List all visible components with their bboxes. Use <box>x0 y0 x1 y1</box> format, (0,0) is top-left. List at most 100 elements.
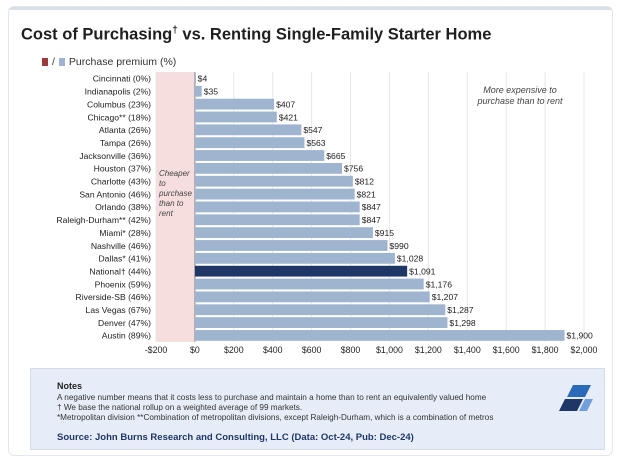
bar-value-label: $421 <box>279 112 298 122</box>
x-tick-label: -$200 <box>145 345 168 355</box>
bar <box>194 240 388 251</box>
bar-value-label: $1,207 <box>432 292 459 302</box>
x-tick-label: $800 <box>341 345 361 355</box>
x-tick-label: $2,000 <box>571 345 598 355</box>
category-label: Cincinnati (0%) <box>93 74 151 84</box>
bar <box>194 188 355 200</box>
category-label: Nashville (46%) <box>91 241 151 251</box>
negative-region-band <box>156 72 195 342</box>
notes-box: Notes A negative number means that it co… <box>30 368 605 450</box>
x-tick-label: $1,000 <box>376 345 403 355</box>
bar <box>194 330 565 341</box>
bar-value-label: $1,176 <box>426 279 453 289</box>
bar-value-label: $665 <box>326 151 345 161</box>
legend-swatch-negative <box>42 58 48 66</box>
card-top-bar <box>9 7 612 10</box>
notes-line-3: *Metropolitan division **Combination of … <box>57 413 494 422</box>
bar-value-label: $1,091 <box>409 266 436 276</box>
legend-separator: / <box>52 56 55 68</box>
category-label: Tampa (26%) <box>100 138 151 148</box>
negative-region-annotation: Cheaper <box>159 169 190 178</box>
category-label: San Antonio (46%) <box>79 189 151 199</box>
bar-value-label: $821 <box>357 189 376 199</box>
x-tick-label: $0 <box>190 345 200 355</box>
x-tick-label: $1,200 <box>415 345 442 355</box>
positive-region-annotation: More expensive to <box>483 85 557 95</box>
category-label: Columbus (23%) <box>87 99 151 109</box>
x-tick-label: $200 <box>224 345 244 355</box>
legend-swatch-positive <box>58 58 65 66</box>
title-main: Cost of Purchasing <box>21 25 173 44</box>
negative-region-annotation: to <box>159 179 166 188</box>
bar-value-label: $847 <box>362 215 381 225</box>
category-label: Raleigh-Durham** (42%) <box>56 215 151 225</box>
bar <box>194 265 408 277</box>
notes-line-2: † We base the national rollup on a weigh… <box>57 403 303 412</box>
chart-title: Cost of Purchasing† vs. Renting Single-F… <box>21 25 491 45</box>
bar <box>194 227 373 239</box>
x-tick-label: $600 <box>302 345 322 355</box>
x-tick-label: $1,800 <box>532 345 559 355</box>
category-label: Chicago** (18%) <box>87 112 151 122</box>
category-label: Orlando (38%) <box>95 202 151 212</box>
category-label: Riverside-SB (46%) <box>76 292 152 302</box>
bar <box>194 252 395 264</box>
bar <box>194 124 302 136</box>
category-label: Jacksonville (36%) <box>79 151 151 161</box>
bar <box>194 98 275 110</box>
category-label: Atlanta (26%) <box>99 125 151 135</box>
bar-value-label: $756 <box>344 164 363 174</box>
bar <box>194 304 446 316</box>
bar <box>194 162 342 174</box>
bar <box>194 111 277 123</box>
title-rest: vs. Renting Single-Family Starter Home <box>177 25 492 44</box>
bar-value-label: $847 <box>362 202 381 212</box>
bar <box>194 150 325 161</box>
category-label: Dallas* (41%) <box>98 254 151 264</box>
bar-value-label: $915 <box>375 228 394 238</box>
notes-heading: Notes <box>57 381 83 391</box>
bar <box>194 278 424 290</box>
bar-value-label: $990 <box>390 241 409 251</box>
bar <box>194 85 202 97</box>
category-label: Charlotte (43%) <box>91 177 151 187</box>
negative-region-annotation: than to <box>159 199 184 208</box>
bar <box>194 291 430 303</box>
category-label: Miami* (28%) <box>99 228 151 238</box>
bar-value-label: $547 <box>303 125 322 135</box>
legend: / Purchase premium (%) <box>42 56 176 68</box>
category-label: Austin (89%) <box>102 331 151 341</box>
title-dagger: † <box>172 25 178 36</box>
category-label: Denver (47%) <box>98 318 151 328</box>
category-label: Phoenix (59%) <box>95 279 152 289</box>
bar-value-label: $812 <box>355 177 374 187</box>
bar-value-label: $1,900 <box>567 331 594 341</box>
notes-line-1: A negative number means that it costs le… <box>57 393 487 402</box>
bar-value-label: $1,298 <box>449 318 476 328</box>
x-tick-label: $1,600 <box>493 345 520 355</box>
bar <box>194 317 448 328</box>
x-tick-label: $400 <box>263 345 283 355</box>
bar-value-label: $563 <box>306 138 325 148</box>
category-label: Las Vegas (67%) <box>86 305 152 315</box>
bar-value-label: $35 <box>204 87 219 97</box>
positive-region-annotation: purchase than to rent <box>476 96 563 106</box>
bar <box>194 201 360 213</box>
bar <box>194 175 353 187</box>
negative-region-annotation: purchase <box>158 189 192 198</box>
negative-region-annotation: rent <box>159 209 174 218</box>
bar-value-label: $1,028 <box>397 254 424 264</box>
bar <box>194 73 196 84</box>
legend-label: Purchase premium (%) <box>68 56 177 68</box>
bar <box>194 137 305 149</box>
category-label: National† (44%) <box>89 266 151 276</box>
source-line: Source: John Burns Research and Consulti… <box>57 432 414 443</box>
bar-value-label: $407 <box>276 99 295 109</box>
category-label: Indianapolis (2%) <box>85 87 152 97</box>
bar-value-label: $1,287 <box>447 305 474 315</box>
bar-value-label: $4 <box>198 74 208 84</box>
john-burns-logo-icon <box>559 385 593 411</box>
x-tick-label: $1,400 <box>454 345 481 355</box>
category-label: Houston (37%) <box>94 164 151 174</box>
